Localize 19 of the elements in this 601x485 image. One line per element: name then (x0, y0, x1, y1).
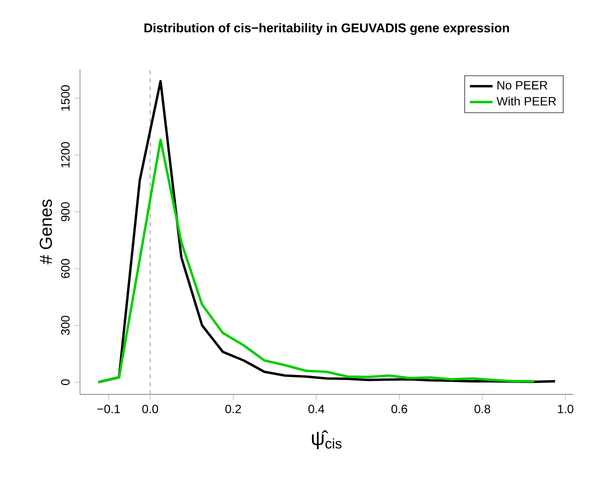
x-tick-label: 0.2 (225, 404, 241, 414)
y-tick-label: 1500 (61, 85, 70, 111)
x-tick-label: 0.6 (391, 404, 408, 414)
line-series (97, 138, 536, 384)
x-tick-label: 1.0 (558, 404, 574, 414)
x-tick-label: 0.8 (474, 404, 490, 414)
y-tick-label: 1200 (61, 142, 70, 168)
x-tick-label: 0.4 (308, 404, 324, 414)
legend-label: With PEER (496, 96, 556, 106)
y-axis-title: # Genes (40, 200, 52, 264)
x-tick-label: 0.0 (142, 404, 158, 414)
x-tick-label: −0.1 (97, 404, 120, 414)
y-tick-label: 600 (61, 259, 70, 278)
y-tick-label: 0 (61, 379, 70, 386)
x-axis-title: ψ̂$_{cis}$ (312, 430, 342, 450)
chart-title: Distribution of cis−heritability in GEUVADIS gene expression (144, 23, 509, 35)
y-tick-label: 900 (61, 202, 70, 222)
legend-label: No PEER (498, 81, 548, 90)
y-tick-label: 300 (61, 316, 70, 335)
